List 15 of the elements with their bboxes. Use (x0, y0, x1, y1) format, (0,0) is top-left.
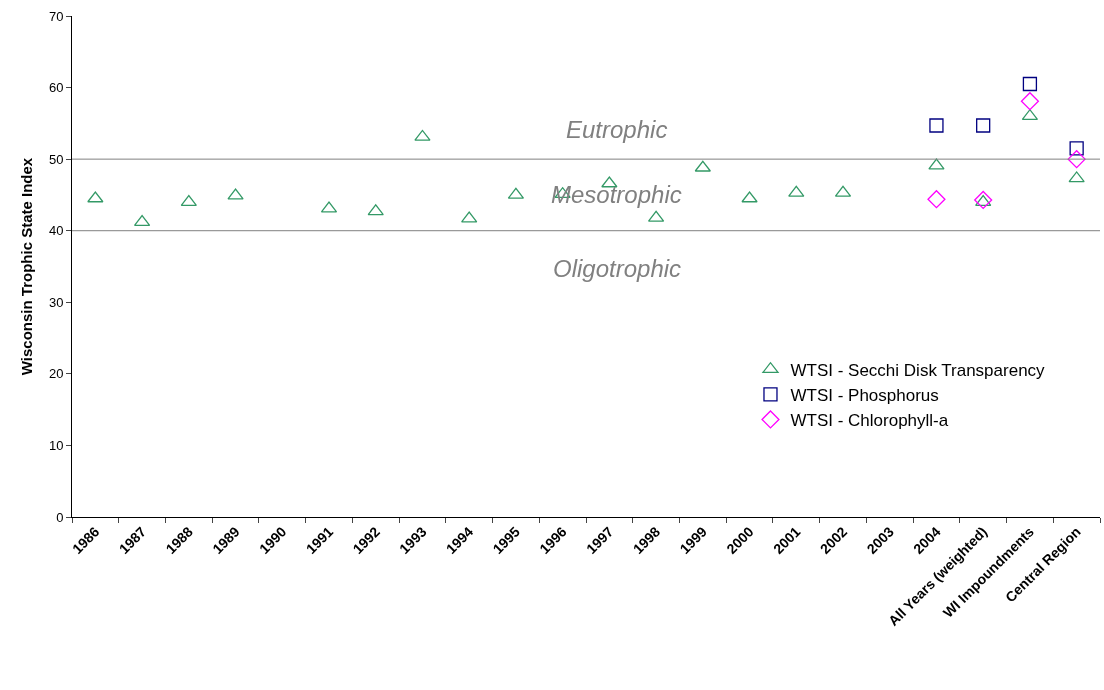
legend-label: WTSI - Chlorophyll-a (790, 411, 949, 431)
y-tick-label: 10 (48, 437, 64, 453)
annotation: Mesotrophic (551, 181, 682, 208)
annotation: Eutrophic (566, 116, 668, 143)
y-tick-label: 40 (48, 223, 64, 239)
legend-label: WTSI - Secchi Disk Transparency (790, 360, 1046, 380)
y-axis-title: Wisconsin Trophic State Index (18, 157, 36, 376)
y-tick-label: 60 (48, 80, 64, 96)
annotation: Oligotrophic (553, 255, 682, 282)
y-tick-label: 30 (48, 294, 64, 310)
y-tick-label: 20 (48, 366, 64, 382)
y-tick-label: 70 (48, 8, 64, 24)
y-tick-label: 0 (56, 509, 64, 525)
legend-label: WTSI - Phosphorus (790, 385, 939, 405)
y-tick-label: 50 (48, 151, 64, 167)
